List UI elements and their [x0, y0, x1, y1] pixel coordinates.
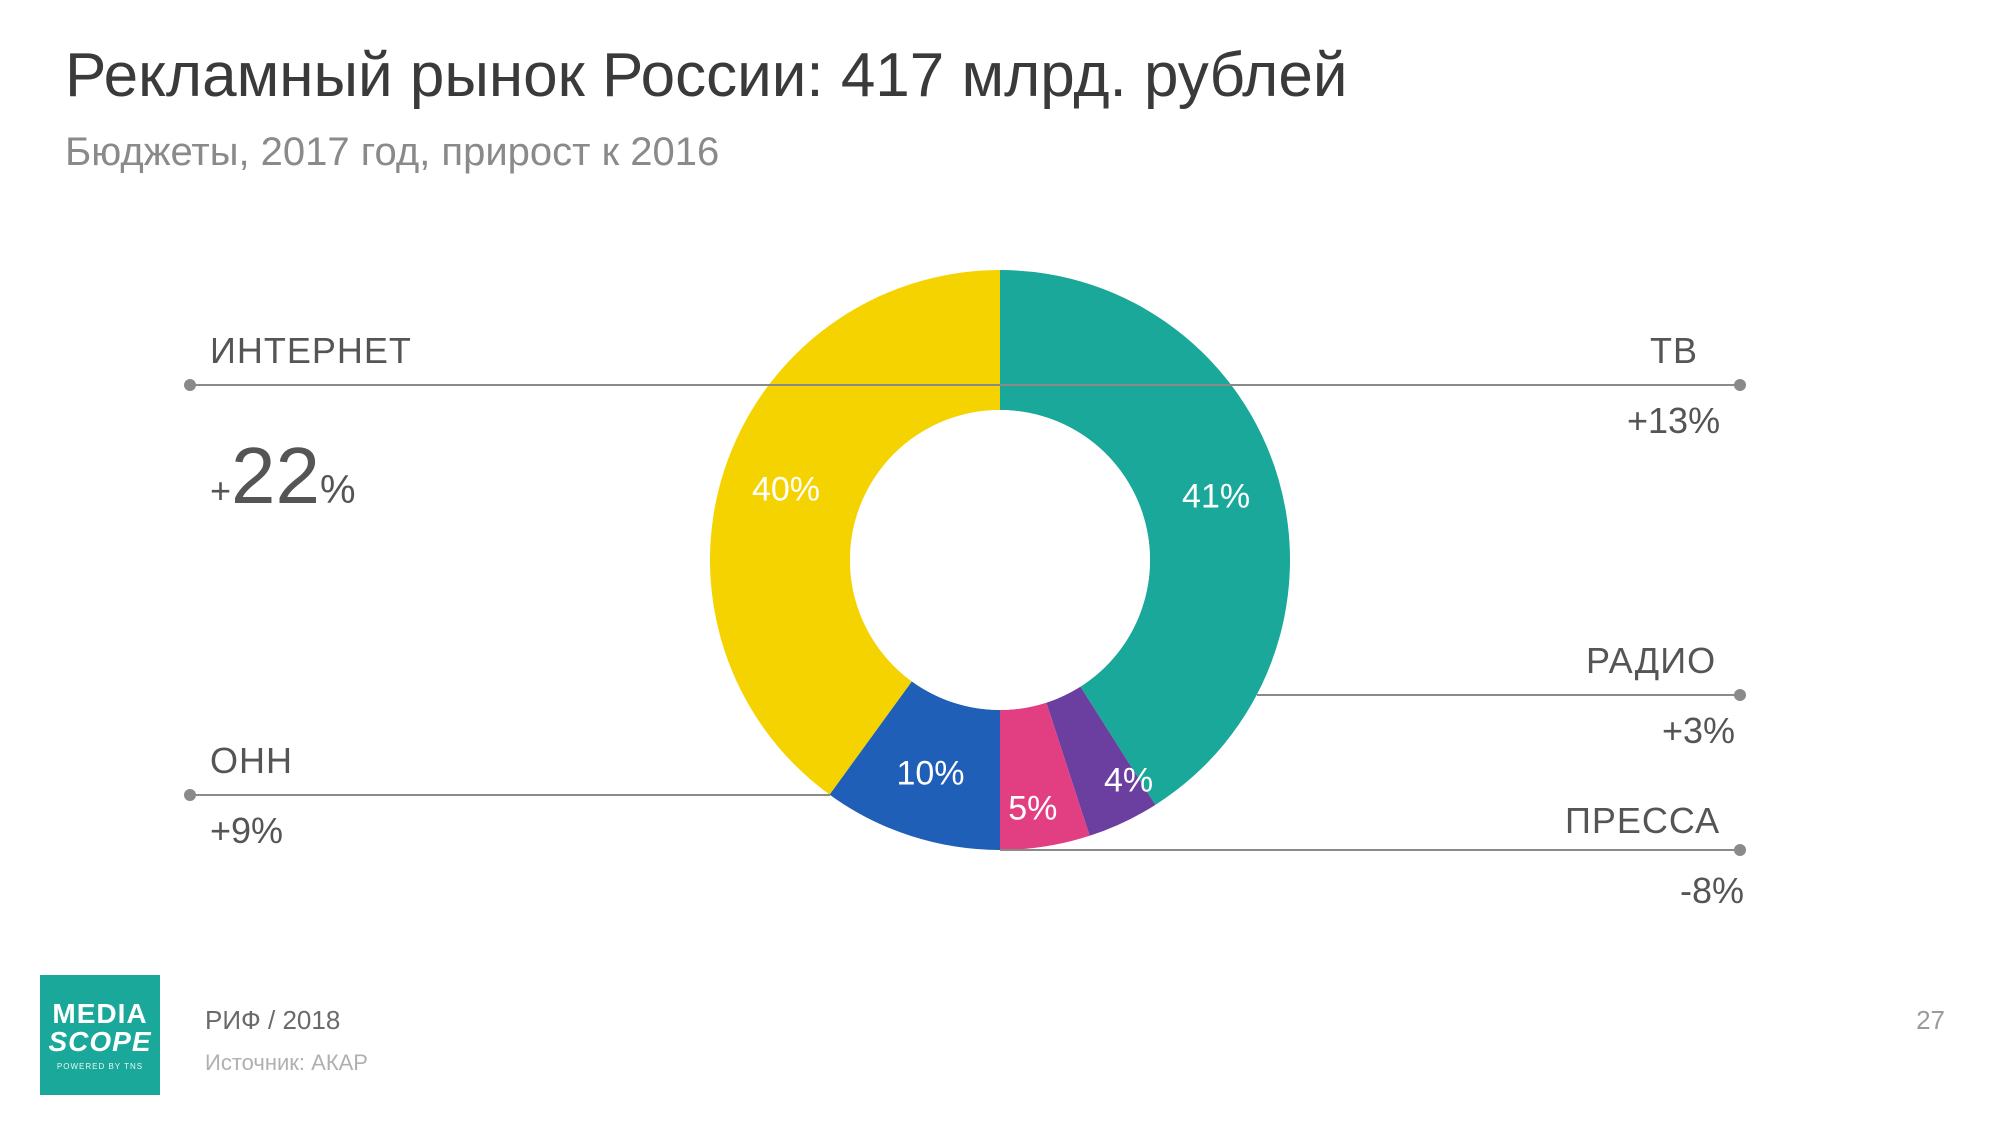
footer-source: Источник: АКАР — [205, 1050, 368, 1076]
segment-growth-ooh: +9% — [210, 810, 283, 852]
leader-dot-tv — [1734, 379, 1746, 391]
segment-growth-internet: +22% — [210, 430, 356, 522]
logo-line3: POWERED BY TNS — [57, 1062, 143, 1071]
leader-line-tv — [1000, 384, 1740, 386]
donut-hole — [850, 410, 1150, 710]
segment-name-press: ПРЕССА — [1565, 800, 1720, 842]
segment-growth-tv: +13% — [1627, 400, 1720, 442]
slice-label-ooh: 10% — [896, 754, 964, 793]
mediascope-logo: MEDIA SCOPE POWERED BY TNS — [40, 975, 160, 1095]
segment-name-radio: РАДИО — [1586, 640, 1716, 682]
logo-line2: SCOPE — [48, 1028, 151, 1056]
logo-line1: MEDIA — [52, 1000, 147, 1028]
leader-dot-ooh — [184, 789, 196, 801]
donut-chart: 41% 4% 5% 10% 40% ТВ +13% РАДИО +3% ПРЕССА -8% ОНН +… — [0, 0, 2000, 1125]
leader-line-internet — [190, 384, 1000, 386]
page-number: 27 — [1916, 1005, 1945, 1036]
slice-label-press: 5% — [1008, 789, 1057, 828]
leader-dot-radio — [1734, 689, 1746, 701]
leader-line-press — [1000, 849, 1740, 851]
slice-label-radio: 4% — [1104, 761, 1153, 800]
segment-name-ooh: ОНН — [210, 740, 293, 782]
leader-dot-internet — [184, 379, 196, 391]
segment-name-internet: ИНТЕРНЕТ — [210, 330, 412, 372]
slice-label-internet: 40% — [752, 471, 820, 510]
donut-svg — [0, 0, 2000, 1125]
segment-growth-press: -8% — [1680, 870, 1744, 912]
leader-line-radio — [1257, 694, 1740, 696]
slice-label-tv: 41% — [1182, 478, 1250, 517]
leader-line-ooh — [190, 794, 830, 796]
leader-dot-press — [1734, 844, 1746, 856]
segment-name-tv: ТВ — [1650, 330, 1698, 372]
segment-growth-radio: +3% — [1662, 710, 1735, 752]
footer-event: РИФ / 2018 — [205, 1005, 340, 1036]
